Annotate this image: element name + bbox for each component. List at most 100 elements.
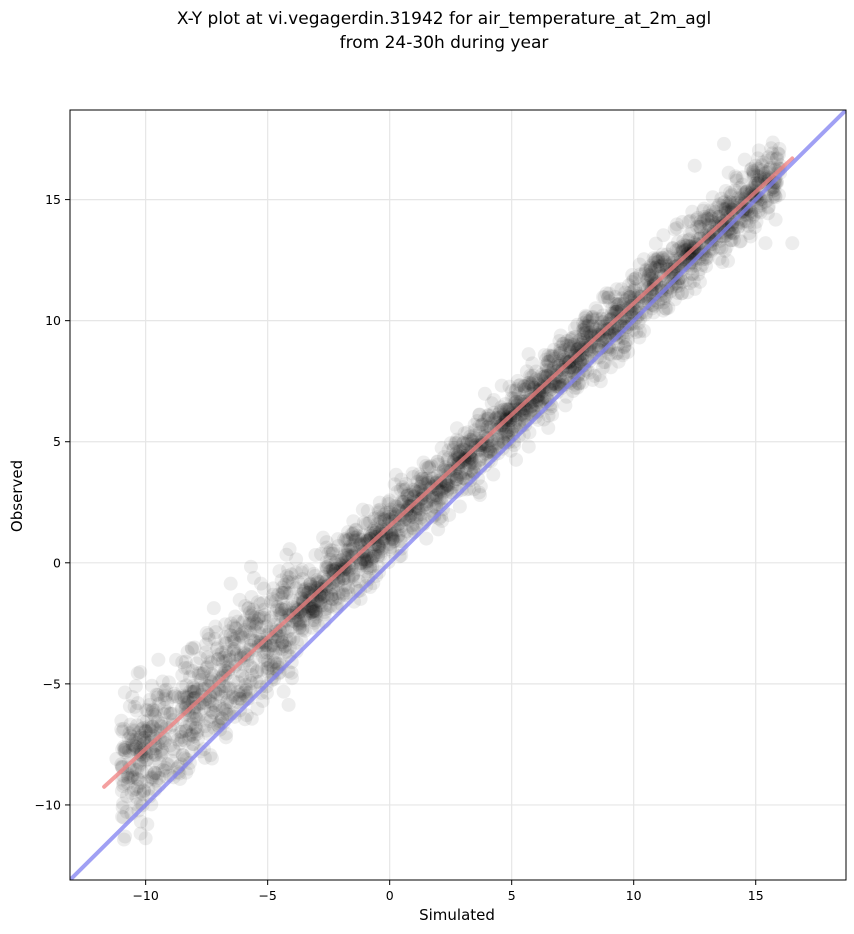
data-point: [415, 476, 430, 491]
data-point: [643, 259, 658, 274]
data-point: [551, 377, 566, 392]
data-point: [431, 457, 446, 472]
data-point: [439, 479, 454, 494]
data-point: [481, 411, 496, 426]
data-point: [374, 530, 389, 545]
data-point: [726, 226, 741, 241]
data-point: [217, 701, 232, 716]
data-point: [190, 681, 205, 696]
data-point: [467, 428, 482, 443]
data-point: [294, 565, 309, 580]
data-point: [604, 306, 619, 321]
data-point: [148, 766, 163, 781]
data-point: [579, 325, 594, 340]
data-point: [591, 338, 606, 353]
data-point: [761, 200, 776, 215]
data-point: [581, 333, 596, 348]
data-point: [239, 682, 254, 697]
data-point: [671, 278, 686, 293]
data-point: [723, 185, 738, 200]
data-point: [263, 658, 278, 673]
data-point: [160, 695, 175, 710]
data-point: [452, 467, 467, 482]
data-point: [383, 531, 398, 546]
data-point: [439, 477, 454, 492]
data-point: [377, 514, 392, 529]
data-point: [453, 469, 468, 484]
data-point: [658, 301, 673, 316]
data-point: [700, 212, 715, 227]
data-point: [218, 730, 233, 745]
data-point: [144, 770, 159, 785]
data-point: [700, 250, 715, 265]
data-point: [719, 240, 734, 255]
data-point: [760, 206, 775, 221]
data-point: [345, 569, 360, 584]
data-point: [280, 574, 295, 589]
data-point: [375, 543, 390, 558]
data-point: [732, 212, 747, 227]
data-point: [259, 619, 274, 634]
data-point: [382, 493, 397, 508]
data-point: [148, 748, 163, 763]
data-point: [223, 681, 238, 696]
data-point: [627, 282, 642, 297]
data-point: [764, 151, 779, 166]
data-point: [655, 251, 670, 266]
data-point: [683, 213, 698, 228]
data-point: [449, 477, 464, 492]
data-point: [323, 552, 338, 567]
data-point: [539, 358, 554, 373]
data-point: [308, 607, 323, 622]
data-point: [633, 311, 648, 326]
data-point: [187, 640, 202, 655]
data-point: [467, 417, 482, 432]
grid-lines: [70, 110, 846, 880]
data-point: [453, 444, 468, 459]
data-point: [683, 261, 698, 276]
data-point: [611, 297, 626, 312]
data-point: [541, 354, 556, 369]
data-point: [648, 253, 663, 268]
data-point: [328, 556, 343, 571]
data-point: [450, 472, 465, 487]
data-point: [363, 561, 378, 576]
data-point: [306, 599, 321, 614]
data-point: [509, 382, 524, 397]
data-point: [505, 420, 520, 435]
data-point: [289, 644, 304, 659]
data-point: [377, 507, 392, 522]
data-point: [125, 763, 140, 778]
data-point: [371, 505, 386, 520]
data-point: [331, 586, 346, 601]
data-point: [607, 328, 622, 343]
data-point: [197, 719, 212, 734]
data-point: [121, 743, 136, 758]
data-point: [151, 714, 166, 729]
data-point: [543, 382, 558, 397]
data-point: [470, 414, 485, 429]
data-point: [165, 706, 180, 721]
data-point: [321, 558, 336, 573]
data-point: [701, 217, 716, 232]
data-point: [139, 714, 154, 729]
data-point: [282, 632, 297, 647]
data-point: [467, 460, 482, 475]
data-point: [117, 740, 132, 755]
data-point: [237, 623, 252, 638]
data-point: [763, 160, 778, 175]
data-point: [325, 561, 340, 576]
data-point: [152, 770, 167, 785]
data-point: [616, 346, 631, 361]
data-point: [414, 469, 429, 484]
data-point: [314, 547, 329, 562]
data-point: [443, 436, 458, 451]
data-point: [140, 774, 155, 789]
data-point: [521, 376, 536, 391]
data-point: [223, 576, 238, 591]
data-point: [259, 627, 274, 642]
data-point: [115, 742, 130, 757]
data-point: [143, 723, 158, 738]
data-point: [358, 554, 373, 569]
data-point: [440, 478, 455, 493]
